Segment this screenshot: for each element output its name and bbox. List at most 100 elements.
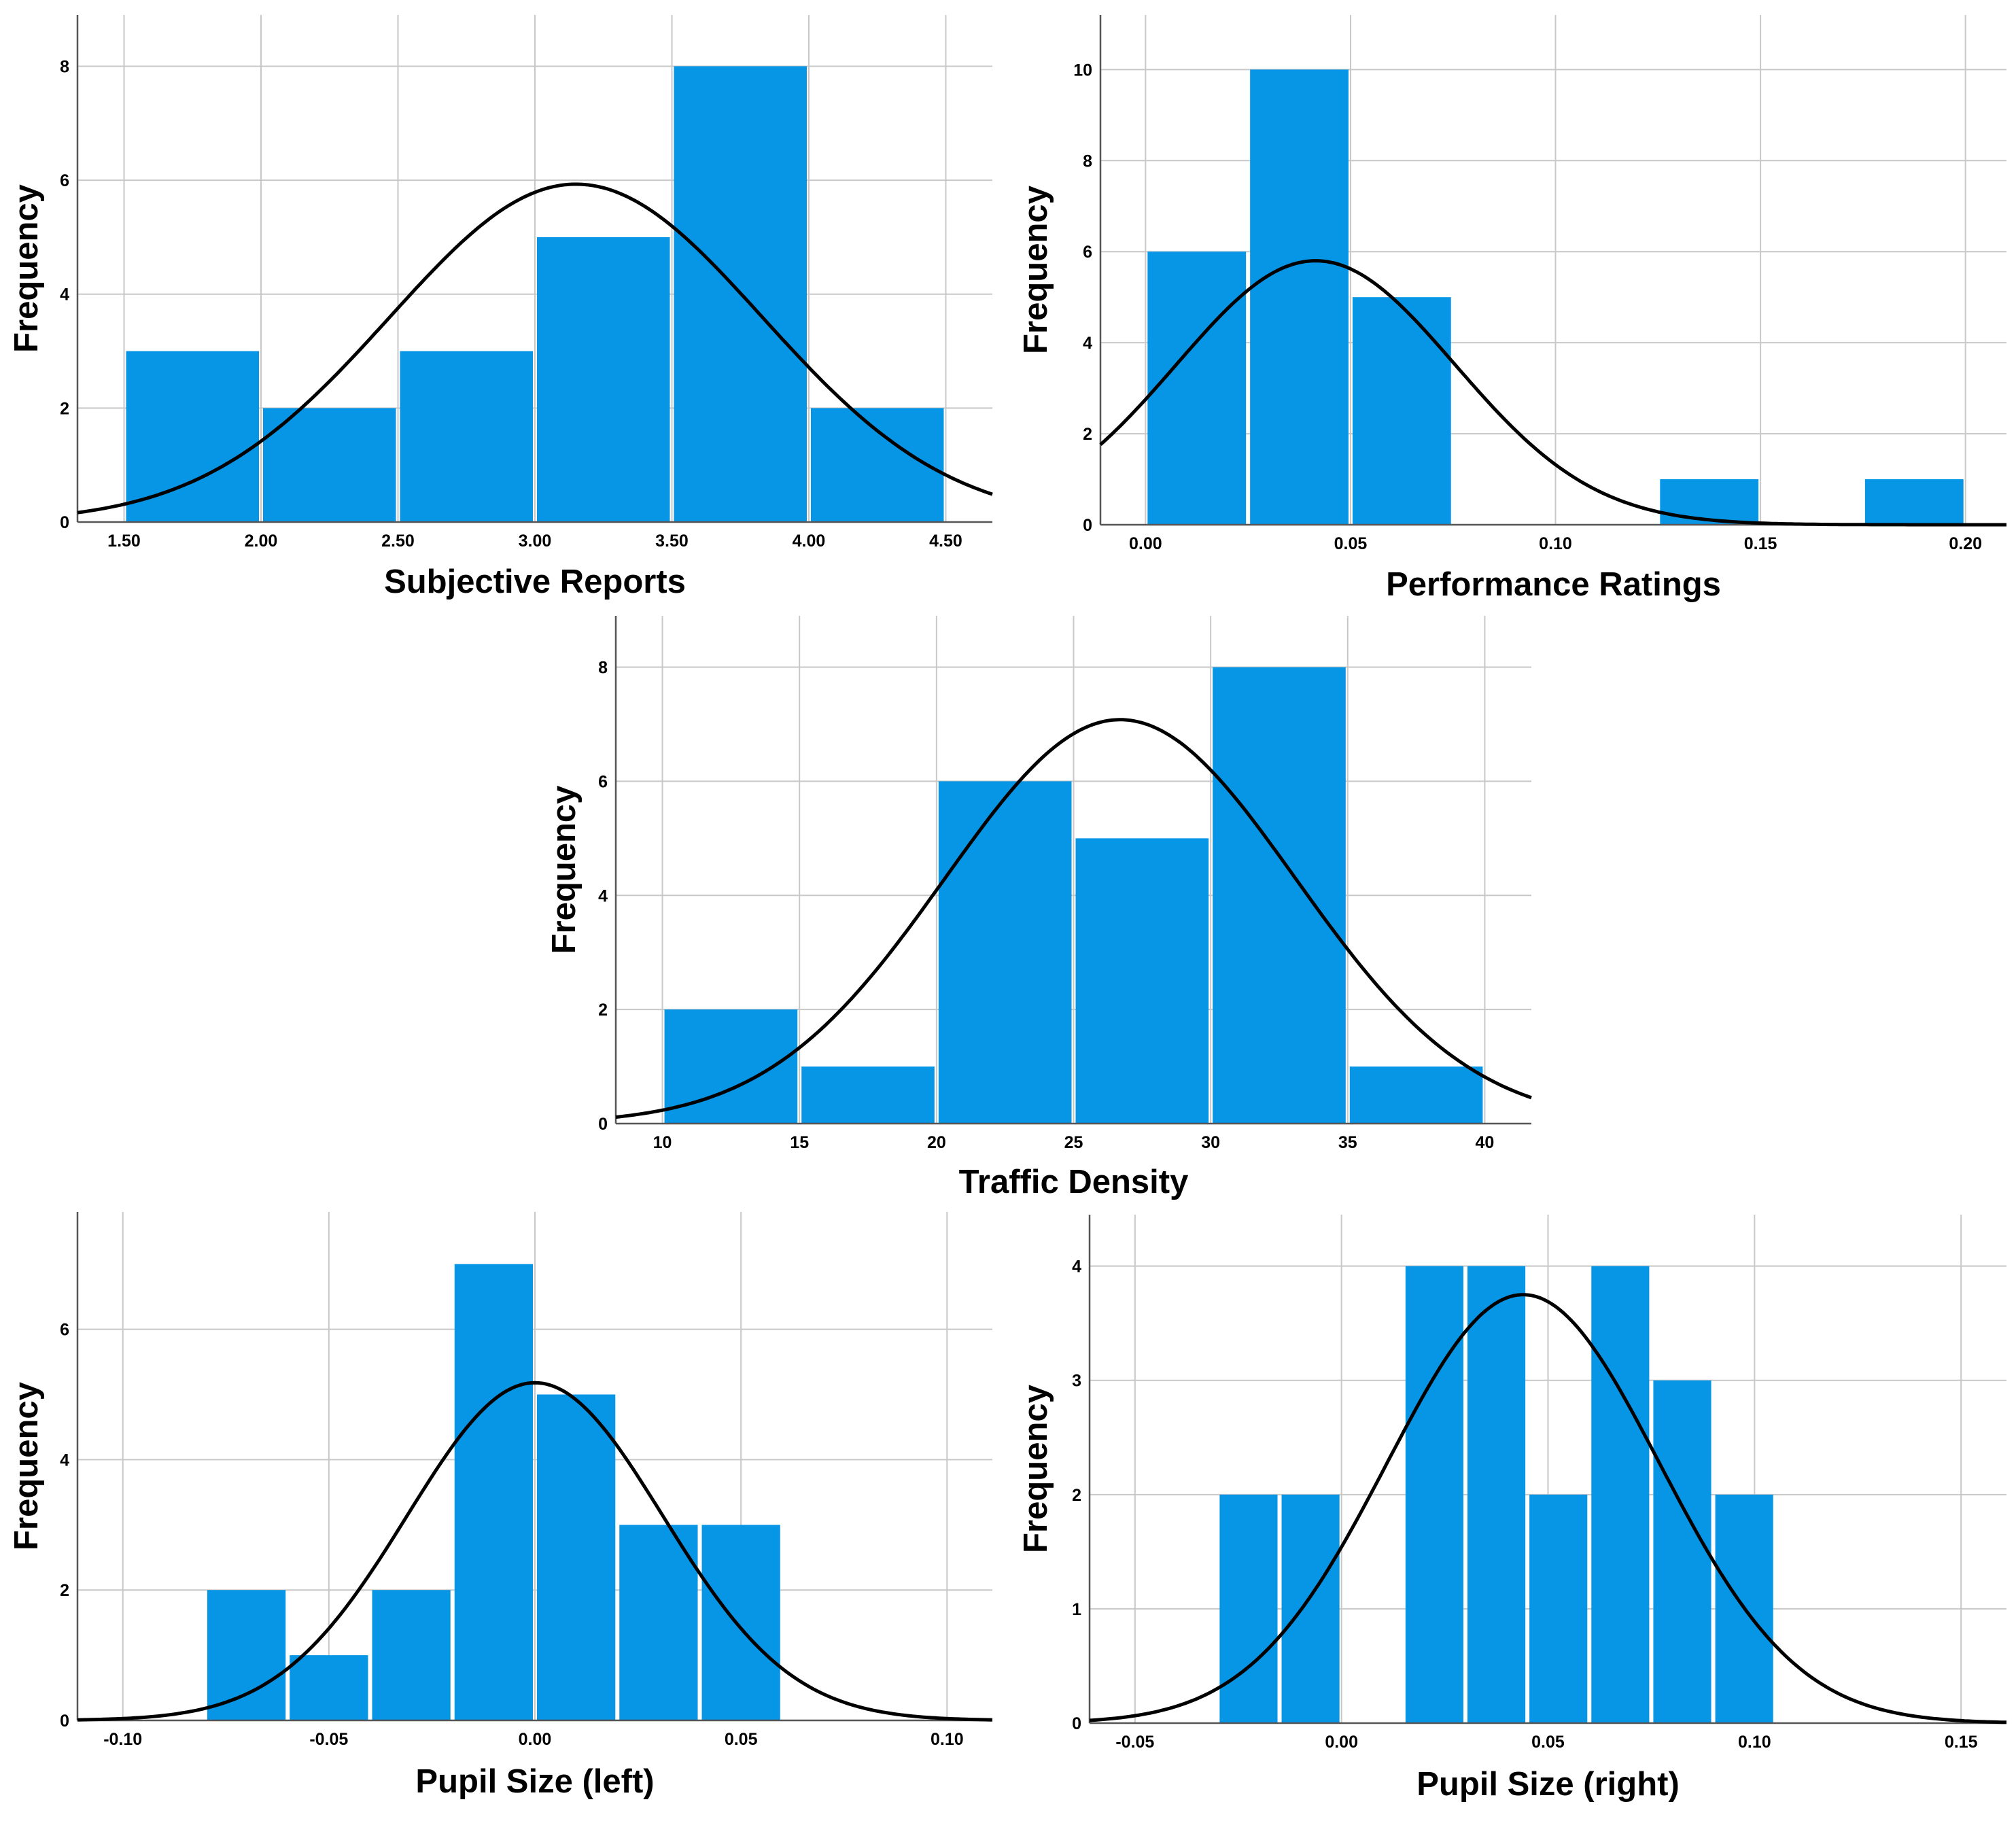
histogram-bar xyxy=(1213,667,1346,1124)
y-tick-label: 4 xyxy=(60,1451,69,1470)
histogram-bar xyxy=(1250,69,1349,525)
histogram-bar xyxy=(801,1066,935,1124)
y-axis-title: Frequency xyxy=(8,1382,45,1550)
x-tick-label: 0.10 xyxy=(1539,534,1572,553)
y-tick-label: 0 xyxy=(1072,1714,1081,1733)
histogram-bar xyxy=(1147,252,1247,525)
x-axis-title: Subjective Reports xyxy=(384,563,686,600)
histogram-bar xyxy=(372,1590,451,1720)
x-axis-title: Traffic Density xyxy=(959,1164,1189,1200)
y-tick-label: 2 xyxy=(1083,425,1092,444)
x-tick-label: 2.50 xyxy=(381,532,415,551)
histogram-panel-1: 1.50 2.00 2.50 3.00 3.50 4.00 4.50 0 2 4 6 8 Subject… xyxy=(8,15,993,600)
x-tick-label: 35 xyxy=(1338,1133,1357,1152)
histogram-bar xyxy=(1352,297,1451,525)
histogram-panel-3: 10 15 20 25 30 35 40 0 2 4 6 8 Traffic Density Freque… xyxy=(546,616,1532,1200)
histogram-bar xyxy=(1219,1494,1278,1723)
x-tick-label: 0.05 xyxy=(1334,534,1368,553)
x-tick-label: 0.00 xyxy=(1325,1733,1358,1752)
x-tick-label: 30 xyxy=(1201,1133,1220,1152)
histogram-bar xyxy=(619,1525,698,1720)
histogram-bar xyxy=(537,1394,616,1720)
histogram-bar xyxy=(1349,1066,1483,1124)
x-tick-label: 0.00 xyxy=(519,1730,552,1749)
x-tick-label: 10 xyxy=(653,1133,672,1152)
y-tick-label: 10 xyxy=(1073,60,1092,80)
normal-curve xyxy=(77,1381,993,1722)
y-tick-label: 2 xyxy=(60,399,69,418)
x-axis-title: Pupil Size (left) xyxy=(415,1763,654,1800)
y-axis-title: Frequency xyxy=(8,184,45,353)
y-tick-label: 2 xyxy=(598,1001,608,1020)
histogram-bar xyxy=(400,351,533,522)
y-tick-label: 4 xyxy=(598,886,608,905)
y-tick-label: 0 xyxy=(60,1712,69,1731)
normal-curve xyxy=(1099,259,2006,527)
x-tick-label: 4.00 xyxy=(793,532,826,551)
x-tick-label: 0.05 xyxy=(1531,1733,1565,1752)
normal-curve xyxy=(615,718,1532,1119)
x-axis-title: Performance Ratings xyxy=(1386,566,1721,603)
histogram-bar xyxy=(701,1525,780,1720)
y-tick-label: 8 xyxy=(1083,152,1092,171)
x-axis-title: Pupil Size (right) xyxy=(1417,1766,1680,1803)
x-tick-label: -0.05 xyxy=(1115,1733,1154,1752)
y-tick-label: 8 xyxy=(60,57,69,76)
y-tick-label: 4 xyxy=(60,285,69,305)
x-tick-label: 0.05 xyxy=(725,1730,758,1749)
histogram-bar xyxy=(207,1590,286,1720)
y-tick-label: 6 xyxy=(1083,243,1092,262)
histogram-bar xyxy=(938,781,1072,1124)
x-tick-label: 0.00 xyxy=(1129,534,1162,553)
histogram-panel-4: -0.10 -0.05 0.00 0.05 0.10 0 2 4 6 Pupil Size (le… xyxy=(8,1212,993,1800)
histogram-panel-2: 0.00 0.05 0.10 0.15 0.20 0 2 4 6 8 10 Performance R… xyxy=(1018,15,2006,603)
histogram-bar xyxy=(1075,838,1209,1124)
y-tick-label: 4 xyxy=(1072,1258,1081,1277)
y-axis-title: Frequency xyxy=(546,786,583,954)
x-tick-label: 3.00 xyxy=(519,532,552,551)
histogram-bar xyxy=(1467,1266,1526,1723)
x-tick-label: 0.15 xyxy=(1744,534,1777,553)
x-tick-label: 0.20 xyxy=(1949,534,1982,553)
y-tick-label: 6 xyxy=(60,1321,69,1340)
x-tick-label: 0.10 xyxy=(931,1730,964,1749)
histogram-bar xyxy=(454,1264,533,1720)
x-tick-label: 4.50 xyxy=(929,532,962,551)
histogram-bar xyxy=(1281,1494,1340,1723)
x-tick-label: 15 xyxy=(790,1133,809,1152)
normal-curve xyxy=(1089,1293,2007,1724)
histogram-bar xyxy=(290,1655,368,1720)
y-axis-title: Frequency xyxy=(1018,186,1054,354)
y-tick-label: 0 xyxy=(60,513,69,532)
histogram-bar xyxy=(537,237,670,522)
histogram-bar xyxy=(263,408,396,522)
normal-curve xyxy=(77,182,993,515)
x-tick-label: -0.05 xyxy=(309,1730,348,1749)
y-tick-label: 8 xyxy=(598,659,608,678)
y-tick-label: 1 xyxy=(1072,1600,1081,1619)
x-tick-label: 1.50 xyxy=(107,532,141,551)
y-tick-label: 0 xyxy=(598,1115,608,1134)
histogram-bar xyxy=(1864,479,1964,525)
y-tick-label: 2 xyxy=(60,1581,69,1600)
x-tick-label: 0.10 xyxy=(1738,1733,1771,1752)
y-tick-label: 6 xyxy=(60,171,69,190)
histogram-bar xyxy=(1405,1266,1463,1723)
histogram-bar xyxy=(126,351,260,522)
histogram-bar xyxy=(1529,1494,1588,1723)
y-tick-label: 4 xyxy=(1083,334,1092,353)
histogram-bar xyxy=(1591,1266,1650,1723)
y-axis-title: Frequency xyxy=(1018,1385,1054,1553)
y-tick-label: 0 xyxy=(1083,516,1092,535)
x-tick-label: -0.10 xyxy=(103,1730,142,1749)
x-tick-label: 0.15 xyxy=(1945,1733,1978,1752)
histogram-bar xyxy=(810,408,944,522)
x-tick-label: 2.00 xyxy=(245,532,278,551)
histogram-bar xyxy=(1653,1380,1711,1723)
y-tick-label: 2 xyxy=(1072,1486,1081,1505)
histogram-bar xyxy=(1660,479,1759,525)
x-tick-label: 25 xyxy=(1064,1133,1083,1152)
y-tick-label: 3 xyxy=(1072,1372,1081,1391)
x-tick-label: 20 xyxy=(927,1133,946,1152)
